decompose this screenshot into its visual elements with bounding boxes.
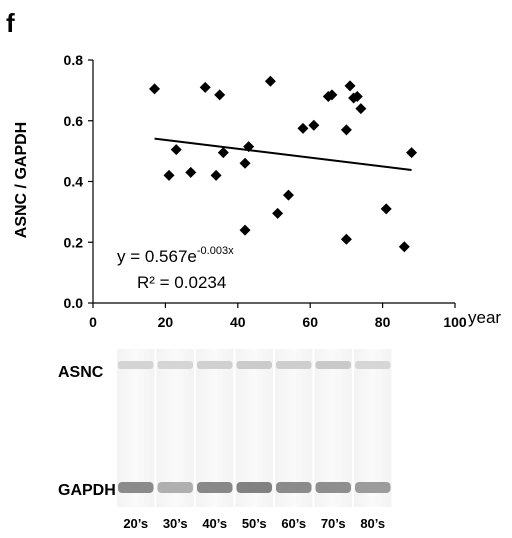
gapdh-band	[157, 482, 193, 493]
data-point	[308, 119, 320, 131]
blot-lanes	[117, 349, 392, 507]
y-ticks: 0.0 0.2 0.4 0.6 0.8	[64, 52, 93, 311]
gapdh-band	[315, 482, 351, 493]
data-point	[239, 157, 251, 169]
data-point	[351, 90, 363, 102]
asnc-band	[355, 361, 391, 369]
equation-exponent: -0.003x	[197, 245, 234, 257]
data-point	[340, 233, 352, 245]
data-point	[210, 169, 222, 181]
data-point	[163, 169, 175, 181]
x-tick-label: 60	[302, 314, 318, 330]
asnc-band	[157, 361, 193, 369]
data-point	[239, 224, 251, 236]
western-blot: ASNC GAPDH 20’s 30’s 40’s 50’s 60’s 70’s 80’s	[58, 349, 392, 531]
panel-label: f	[6, 8, 15, 38]
asnc-band	[118, 361, 154, 369]
asnc-band	[276, 361, 312, 369]
blot-lane	[354, 349, 392, 507]
data-point	[243, 141, 255, 153]
gapdh-band	[236, 482, 272, 493]
r-squared-label: R² = 0.0234	[137, 273, 226, 292]
trendline	[154, 137, 412, 171]
data-point	[344, 80, 356, 92]
asnc-band	[315, 361, 351, 369]
x-axis-title: year	[468, 308, 501, 327]
equation-label: y = 0.567e-0.003x	[117, 245, 234, 266]
data-point	[326, 89, 338, 101]
blot-lane	[117, 349, 155, 507]
data-point	[149, 83, 161, 95]
blot-lane	[156, 349, 194, 507]
lane-label: 20’s	[123, 516, 148, 531]
blot-lane	[314, 349, 352, 507]
y-tick-label: 0.4	[64, 174, 84, 190]
gapdh-band	[197, 482, 233, 493]
data-point	[264, 75, 276, 87]
gapdh-band	[276, 482, 312, 493]
x-tick-label: 20	[158, 314, 174, 330]
blot-lane-labels: 20’s 30’s 40’s 50’s 60’s 70’s 80’s	[123, 516, 385, 531]
data-point	[282, 189, 294, 201]
x-ticks: 0 20 40 60 80 100	[89, 303, 467, 330]
data-point	[272, 207, 284, 219]
asnc-band	[197, 361, 233, 369]
data-point	[398, 241, 410, 253]
x-tick-label: 100	[443, 314, 467, 330]
data-point	[406, 147, 418, 159]
blot-label-asnc: ASNC	[58, 364, 104, 381]
gapdh-band	[118, 482, 154, 493]
lane-label: 30’s	[163, 516, 188, 531]
blot-label-gapdh: GAPDH	[58, 482, 116, 499]
data-point	[380, 203, 392, 215]
blot-lane	[196, 349, 234, 507]
y-tick-label: 0.6	[64, 113, 84, 129]
asnc-band	[236, 361, 272, 369]
x-tick-label: 80	[375, 314, 391, 330]
y-axis-title: ASNC / GAPDH	[13, 122, 30, 238]
data-point	[217, 147, 229, 159]
blot-lane	[235, 349, 273, 507]
data-point	[297, 122, 309, 134]
data-points	[149, 75, 418, 253]
y-tick-label: 0.2	[64, 234, 84, 250]
lane-label: 70’s	[321, 516, 346, 531]
x-tick-label: 40	[230, 314, 246, 330]
data-point	[355, 103, 367, 115]
data-point	[340, 124, 352, 136]
data-point	[214, 89, 226, 101]
data-point	[185, 166, 197, 178]
equation-text: y = 0.567e	[117, 247, 197, 266]
scatter-plot: 0.0 0.2 0.4 0.6 0.8 0 20 40 60 80 100 ASNC / GAPD…	[13, 52, 501, 330]
y-tick-label: 0.0	[64, 295, 84, 311]
gapdh-band	[355, 482, 391, 493]
lane-label: 50’s	[242, 516, 267, 531]
data-point	[170, 144, 182, 156]
lane-label: 60’s	[281, 516, 306, 531]
data-point	[199, 81, 211, 93]
blot-lane	[275, 349, 313, 507]
y-tick-label: 0.8	[64, 52, 84, 68]
lane-label: 80’s	[360, 516, 385, 531]
x-tick-label: 0	[89, 314, 97, 330]
lane-label: 40’s	[202, 516, 227, 531]
